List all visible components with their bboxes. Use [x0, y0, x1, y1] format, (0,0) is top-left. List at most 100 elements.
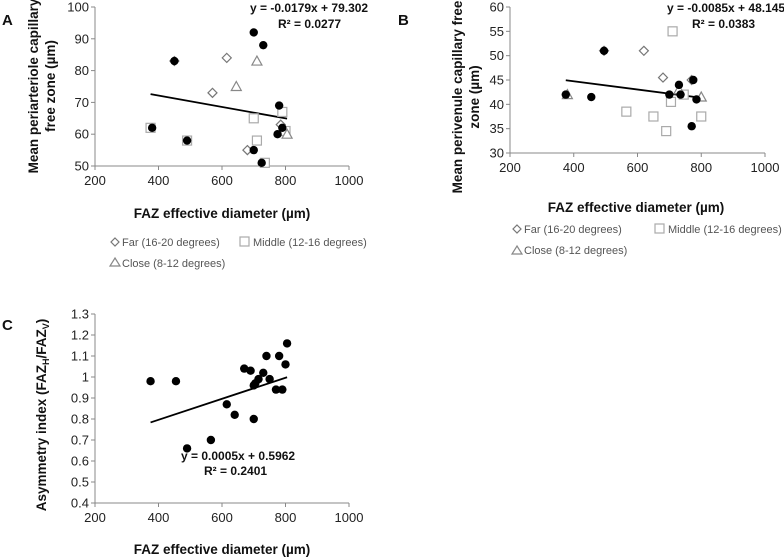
panel-c-y-tick-label: 0.8 — [71, 412, 89, 427]
panel-c-point-mean — [249, 414, 258, 424]
y-title-main: Asymmetry index (FAZ — [34, 365, 49, 511]
panel-c-trendline — [150, 376, 288, 424]
panel-c-point-mean — [222, 400, 231, 409]
panel-a-y-title-line2: free zone (µm) — [43, 40, 58, 132]
panel-c-point-mean — [282, 339, 292, 348]
panel-b-point-mean — [689, 75, 698, 85]
panel-c-point-mean — [265, 374, 274, 384]
panel-a-equation: y = -0.0179x + 79.302 — [250, 1, 368, 15]
panel-b-y-tick-label: 45 — [490, 73, 504, 88]
panel-b-point-middle — [665, 96, 677, 108]
panel-a-x-title: FAZ effective diameter (µm) — [134, 206, 311, 221]
panel-c-point-mean — [278, 385, 287, 394]
panel-c-point-mean — [230, 410, 239, 419]
panel-c-point-mean — [271, 385, 281, 394]
panel-c-x-tick-label: 600 — [211, 510, 233, 525]
panel-c-point-mean — [281, 360, 290, 369]
panel-label-a: A — [2, 12, 13, 29]
legend-close-label: Close (8-12 degrees) — [122, 258, 225, 270]
panel-c-y-tick-label: 0.7 — [71, 433, 89, 448]
panel-a-y-title-line1: Mean periarteriole capillary — [26, 0, 41, 173]
panel-a-point-close — [230, 80, 243, 92]
legend-middle-label: Middle (12-16 degrees) — [253, 237, 367, 249]
panel-c-y-tick-label: 0.6 — [71, 454, 89, 469]
panel-a-marks: 200 400 600 800 1000 50 60 70 80 90 100 — [67, 0, 363, 188]
legend-far-label: Far (16-20 degrees) — [524, 224, 622, 236]
panel-b-marks: 200 400 600 800 1000 30 35 40 45 50 55 60 — [490, 0, 780, 175]
panel-c-y-tick-label: 1.1 — [71, 349, 89, 364]
panel-a-point-mean — [249, 145, 258, 155]
panel-b-point-middle — [667, 26, 678, 37]
panel-c-x-tick-label: 1000 — [335, 510, 364, 525]
panel-b-r2: R² = 0.0383 — [692, 17, 755, 31]
panel-a-y-tick-label: 50 — [75, 159, 89, 174]
panel-b-x-tick-label: 600 — [627, 160, 649, 175]
panel-b-point-mean — [561, 90, 570, 99]
y-title-sub-h: H — [41, 358, 51, 365]
panel-b-point-far — [638, 45, 650, 57]
panel-a-y-tick-label: 90 — [75, 31, 89, 46]
panel-c-y-tick-label: 0.4 — [71, 496, 89, 511]
panel-a-y-tick-label: 60 — [75, 127, 89, 142]
panel-c-point-mean — [274, 351, 284, 361]
panel-b-point-mean — [674, 80, 684, 90]
panel-a-trendline — [150, 93, 288, 120]
panel-c-marks: 200 400 600 800 1000 0.4 0.5 0.6 0.7 0.8 0.9 1 1.1 1.… — [71, 307, 364, 526]
panel-a-point-mean — [182, 136, 192, 145]
panel-a-point-mean — [259, 40, 268, 50]
legend-close-triangle — [108, 256, 122, 267]
panel-a-point-far — [207, 87, 218, 99]
panel-c-y-tick-label: 0.9 — [71, 391, 89, 406]
panel-b-x-tick-label: 200 — [499, 160, 521, 175]
panel-b-y-tick-label: 30 — [490, 146, 504, 161]
panel-a-x-tick-label: 600 — [211, 173, 233, 188]
panel-b-point-mean — [692, 95, 701, 104]
y-title-mid: /FAZ — [34, 329, 49, 358]
panel-a-point-close — [250, 54, 263, 66]
panel-a-point-mean — [257, 158, 266, 168]
panel-b-point-far — [657, 72, 669, 83]
panel-b-y-title-line1: Mean perivenule capillary free — [450, 0, 465, 193]
panel-a-point-mean — [273, 130, 282, 139]
panel-c-point-mean — [259, 368, 268, 377]
panel-c-point-mean — [240, 364, 249, 373]
panel-c-point-mean — [246, 366, 255, 375]
legend-close-label: Close (8-12 degrees) — [524, 245, 627, 257]
panel-a-r2: R² = 0.0277 — [278, 17, 341, 31]
panel-c-r2: R² = 0.2401 — [204, 464, 267, 478]
panel-c-x-tick-label: 800 — [275, 510, 297, 525]
legend-middle-label: Middle (12-16 degrees) — [668, 224, 782, 236]
panel-b-y-title-line2: zone (µm) — [467, 65, 482, 128]
panel-c-x-title: FAZ effective diameter (µm) — [134, 542, 311, 557]
legend-far-label: Far (16-20 degrees) — [122, 237, 220, 249]
panel-c-point-mean — [171, 377, 181, 386]
panel-a-legend: Far (16-20 degrees) Middle (12-16 degree… — [108, 236, 367, 270]
panel-b-x-tick-label: 400 — [563, 160, 585, 175]
panel-b-y-tick-label: 35 — [490, 121, 504, 136]
panel-c-y-tick-label: 1.3 — [71, 307, 89, 322]
legend-middle-square — [239, 236, 250, 247]
panel-b-y-tick-label: 55 — [490, 24, 504, 39]
panel-a-x-tick-label: 200 — [84, 173, 106, 188]
panel-b-point-middle — [648, 111, 659, 122]
panel-c-point-mean — [254, 374, 263, 384]
panel-b-legend: Far (16-20 degrees) Middle (12-16 degree… — [510, 223, 782, 257]
panel-c-x-tick-label: 200 — [84, 510, 106, 525]
panel-c-y-tick-label: 0.5 — [71, 475, 89, 490]
panel-b-point-middle — [696, 111, 707, 122]
panel-c-chart: 200 400 600 800 1000 0.4 0.5 0.6 0.7 0.8 0.9 1 1.1 1.… — [34, 307, 363, 558]
panel-b-y-tick-label: 40 — [490, 97, 504, 112]
panel-a-x-tick-label: 400 — [148, 173, 170, 188]
panel-c-point-mean — [146, 377, 155, 386]
panel-b-point-middle — [621, 106, 632, 117]
panel-b-y-tick-label: 60 — [490, 0, 504, 15]
panel-a-x-tick-label: 1000 — [335, 173, 364, 188]
panel-b-x-tick-label: 800 — [690, 160, 712, 175]
legend-middle-square — [654, 223, 665, 234]
panel-label-c: C — [2, 317, 13, 334]
panel-c-point-mean — [206, 435, 216, 445]
panel-a-y-tick-label: 70 — [75, 95, 89, 110]
panel-a-point-middle — [248, 113, 259, 124]
panel-a-point-mean — [274, 101, 284, 110]
